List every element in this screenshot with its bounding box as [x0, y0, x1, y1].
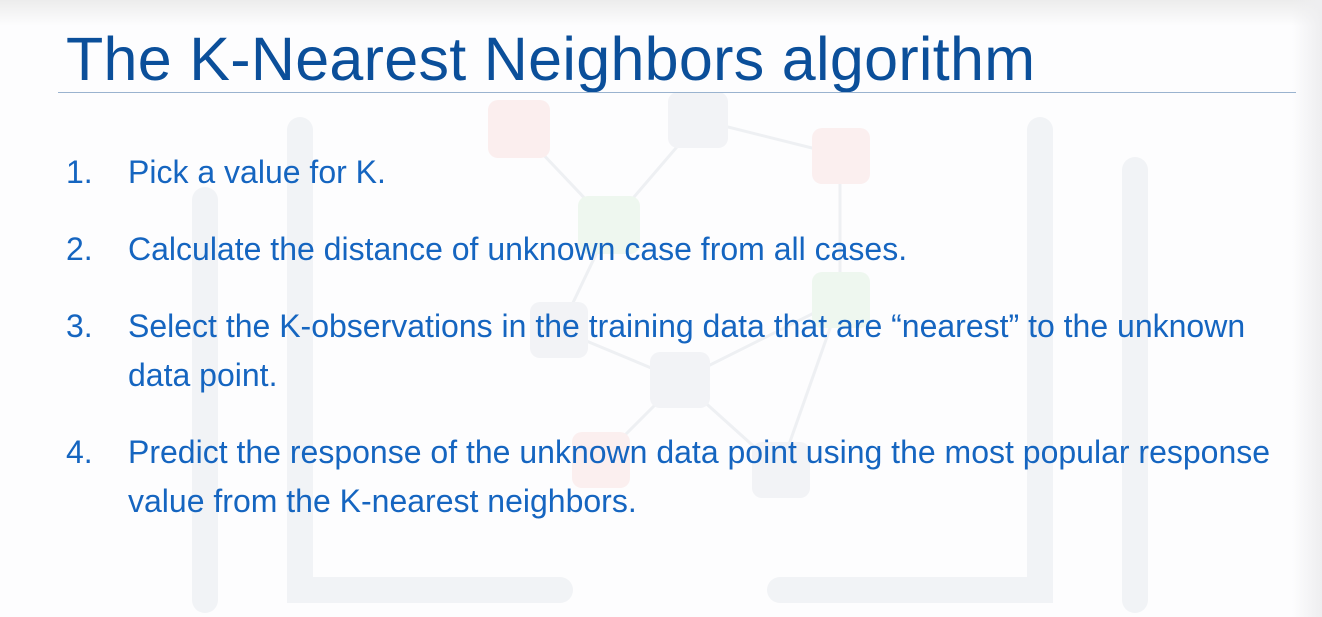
list-item: 4. Predict the response of the unknown d… — [66, 428, 1296, 526]
step-text: Calculate the distance of unknown case f… — [128, 231, 908, 267]
step-text: Predict the response of the unknown data… — [128, 434, 1271, 519]
algorithm-steps-list: 1. Pick a value for K. 2. Calculate the … — [66, 148, 1296, 554]
right-edge-shadow — [1292, 0, 1322, 617]
step-number: 1. — [66, 154, 93, 190]
list-item: 1. Pick a value for K. — [66, 148, 1296, 197]
top-shadow — [0, 0, 1322, 26]
step-number: 3. — [66, 308, 93, 344]
step-number: 4. — [66, 434, 93, 470]
step-text: Pick a value for K. — [128, 154, 386, 190]
list-item: 3. Select the K-observations in the trai… — [66, 302, 1296, 400]
slide-title: The K-Nearest Neighbors algorithm — [66, 25, 1036, 93]
step-text: Select the K-observations in the trainin… — [128, 308, 1246, 393]
step-number: 2. — [66, 231, 93, 267]
title-divider — [58, 92, 1296, 93]
list-item: 2. Calculate the distance of unknown cas… — [66, 225, 1296, 274]
